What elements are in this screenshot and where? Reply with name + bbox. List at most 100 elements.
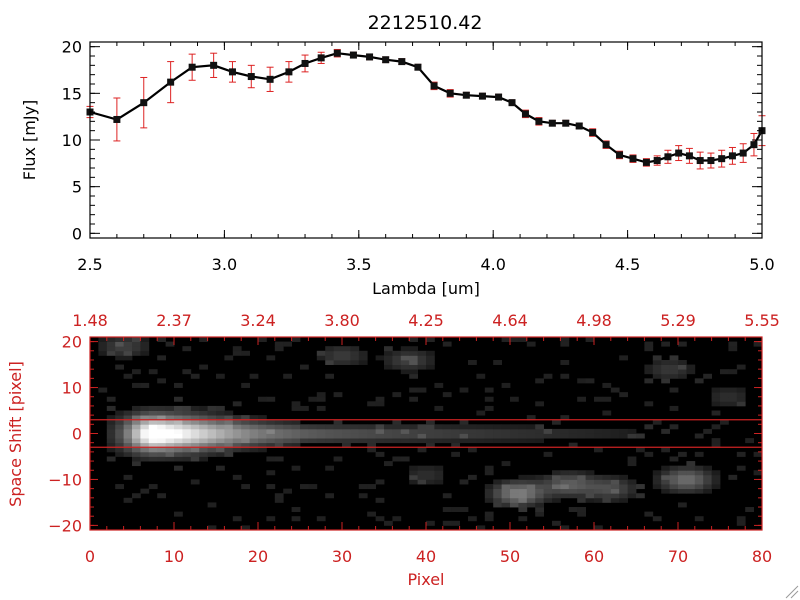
image-pixel: [115, 364, 124, 370]
image-pixel: [484, 493, 494, 499]
image-pixel: [417, 447, 427, 453]
image-pixel: [199, 419, 208, 425]
image-pixel: [316, 438, 326, 444]
image-pixel: [518, 488, 528, 494]
image-pixel: [174, 428, 183, 434]
image-pixel: [106, 456, 116, 462]
image-pixel: [106, 438, 116, 444]
image-pixel: [736, 392, 746, 398]
image-pixel: [325, 428, 334, 434]
image-pixel: [132, 433, 141, 439]
image-pixel: [157, 405, 166, 411]
image-pixel: [417, 359, 427, 365]
image-pixel: [652, 419, 662, 425]
data-point: [140, 99, 148, 107]
image-pixel: [106, 428, 116, 434]
image-pixel: [426, 428, 435, 434]
image-pixel: [543, 433, 553, 439]
data-point: [718, 155, 726, 163]
image-pixel: [316, 405, 326, 411]
image-pixel: [190, 424, 200, 430]
image-pixel: [132, 438, 141, 444]
image-pixel: [568, 493, 578, 499]
image-pixel: [442, 424, 452, 430]
image-pixel: [232, 346, 242, 352]
image-pixel: [132, 346, 141, 352]
image-pixel: [157, 433, 166, 439]
image-pixel: [291, 465, 301, 471]
image-pixel: [258, 415, 267, 421]
image-pixel: [375, 438, 385, 444]
image-pixel: [350, 438, 360, 444]
y-tick-label: 0: [72, 224, 82, 243]
image-pixel: [510, 484, 519, 490]
data-point: [642, 158, 650, 166]
data-point: [548, 119, 556, 127]
image-pixel: [484, 396, 494, 402]
image-pixel: [703, 373, 712, 379]
image-pixel: [644, 364, 654, 370]
image-pixel: [644, 346, 654, 352]
image-pixel: [350, 428, 360, 434]
image-pixel: [552, 488, 561, 494]
image-pixel: [140, 424, 150, 430]
image-pixel: [140, 433, 150, 439]
image-pixel: [627, 461, 637, 467]
image-pixel: [199, 337, 208, 342]
image-pixel: [174, 415, 183, 421]
image-pixel: [619, 488, 628, 494]
x-tick-label: 80: [752, 547, 772, 566]
image-pixel: [266, 470, 276, 476]
data-point: [228, 68, 236, 76]
image-pixel: [115, 447, 124, 453]
image-pixel: [274, 442, 284, 448]
image-pixel: [484, 484, 494, 490]
image-pixel: [686, 488, 696, 494]
image-pixel: [409, 474, 418, 480]
image-pixel: [468, 424, 477, 430]
image-pixel: [560, 428, 570, 434]
image-pixel: [325, 493, 334, 499]
image-pixel: [434, 428, 444, 434]
image-pixel: [426, 520, 435, 526]
image-pixel: [157, 442, 166, 448]
image-pixel: [669, 424, 679, 430]
image-pixel: [526, 493, 536, 499]
image-pixel: [535, 497, 544, 503]
image-pixel: [493, 493, 502, 499]
image-pixel: [602, 474, 612, 480]
image-pixel: [510, 424, 519, 430]
image-pixel: [400, 364, 410, 370]
image-pixel: [543, 428, 553, 434]
image-pixel: [174, 456, 183, 462]
image-pixel: [148, 456, 158, 462]
image-pixel: [140, 341, 150, 347]
image-pixel: [568, 433, 578, 439]
image-pixel: [652, 470, 662, 476]
image-pixel: [115, 410, 124, 416]
image-pixel: [132, 451, 141, 457]
resize-grip-icon[interactable]: [785, 585, 799, 599]
image-pixel: [736, 520, 746, 526]
image-pixel: [409, 479, 418, 485]
image-pixel: [342, 424, 351, 430]
image-pixel: [417, 474, 427, 480]
image-pixel: [308, 428, 318, 434]
image-pixel: [157, 337, 166, 342]
image-pixel: [375, 428, 385, 434]
image-pixel: [484, 516, 494, 522]
image-pixel: [678, 364, 687, 370]
image-pixel: [216, 451, 225, 457]
image-pixel: [308, 424, 318, 430]
image-pixel: [216, 465, 225, 471]
image-pixel: [249, 447, 259, 453]
image-pixel: [199, 428, 208, 434]
image-pixel: [636, 433, 645, 439]
image-pixel: [669, 488, 679, 494]
image-pixel: [468, 438, 477, 444]
image-pixel: [232, 350, 242, 356]
image-pixel: [140, 447, 150, 453]
image-pixel: [501, 424, 511, 430]
image-pixel: [711, 470, 721, 476]
image-pixel: [367, 484, 376, 490]
